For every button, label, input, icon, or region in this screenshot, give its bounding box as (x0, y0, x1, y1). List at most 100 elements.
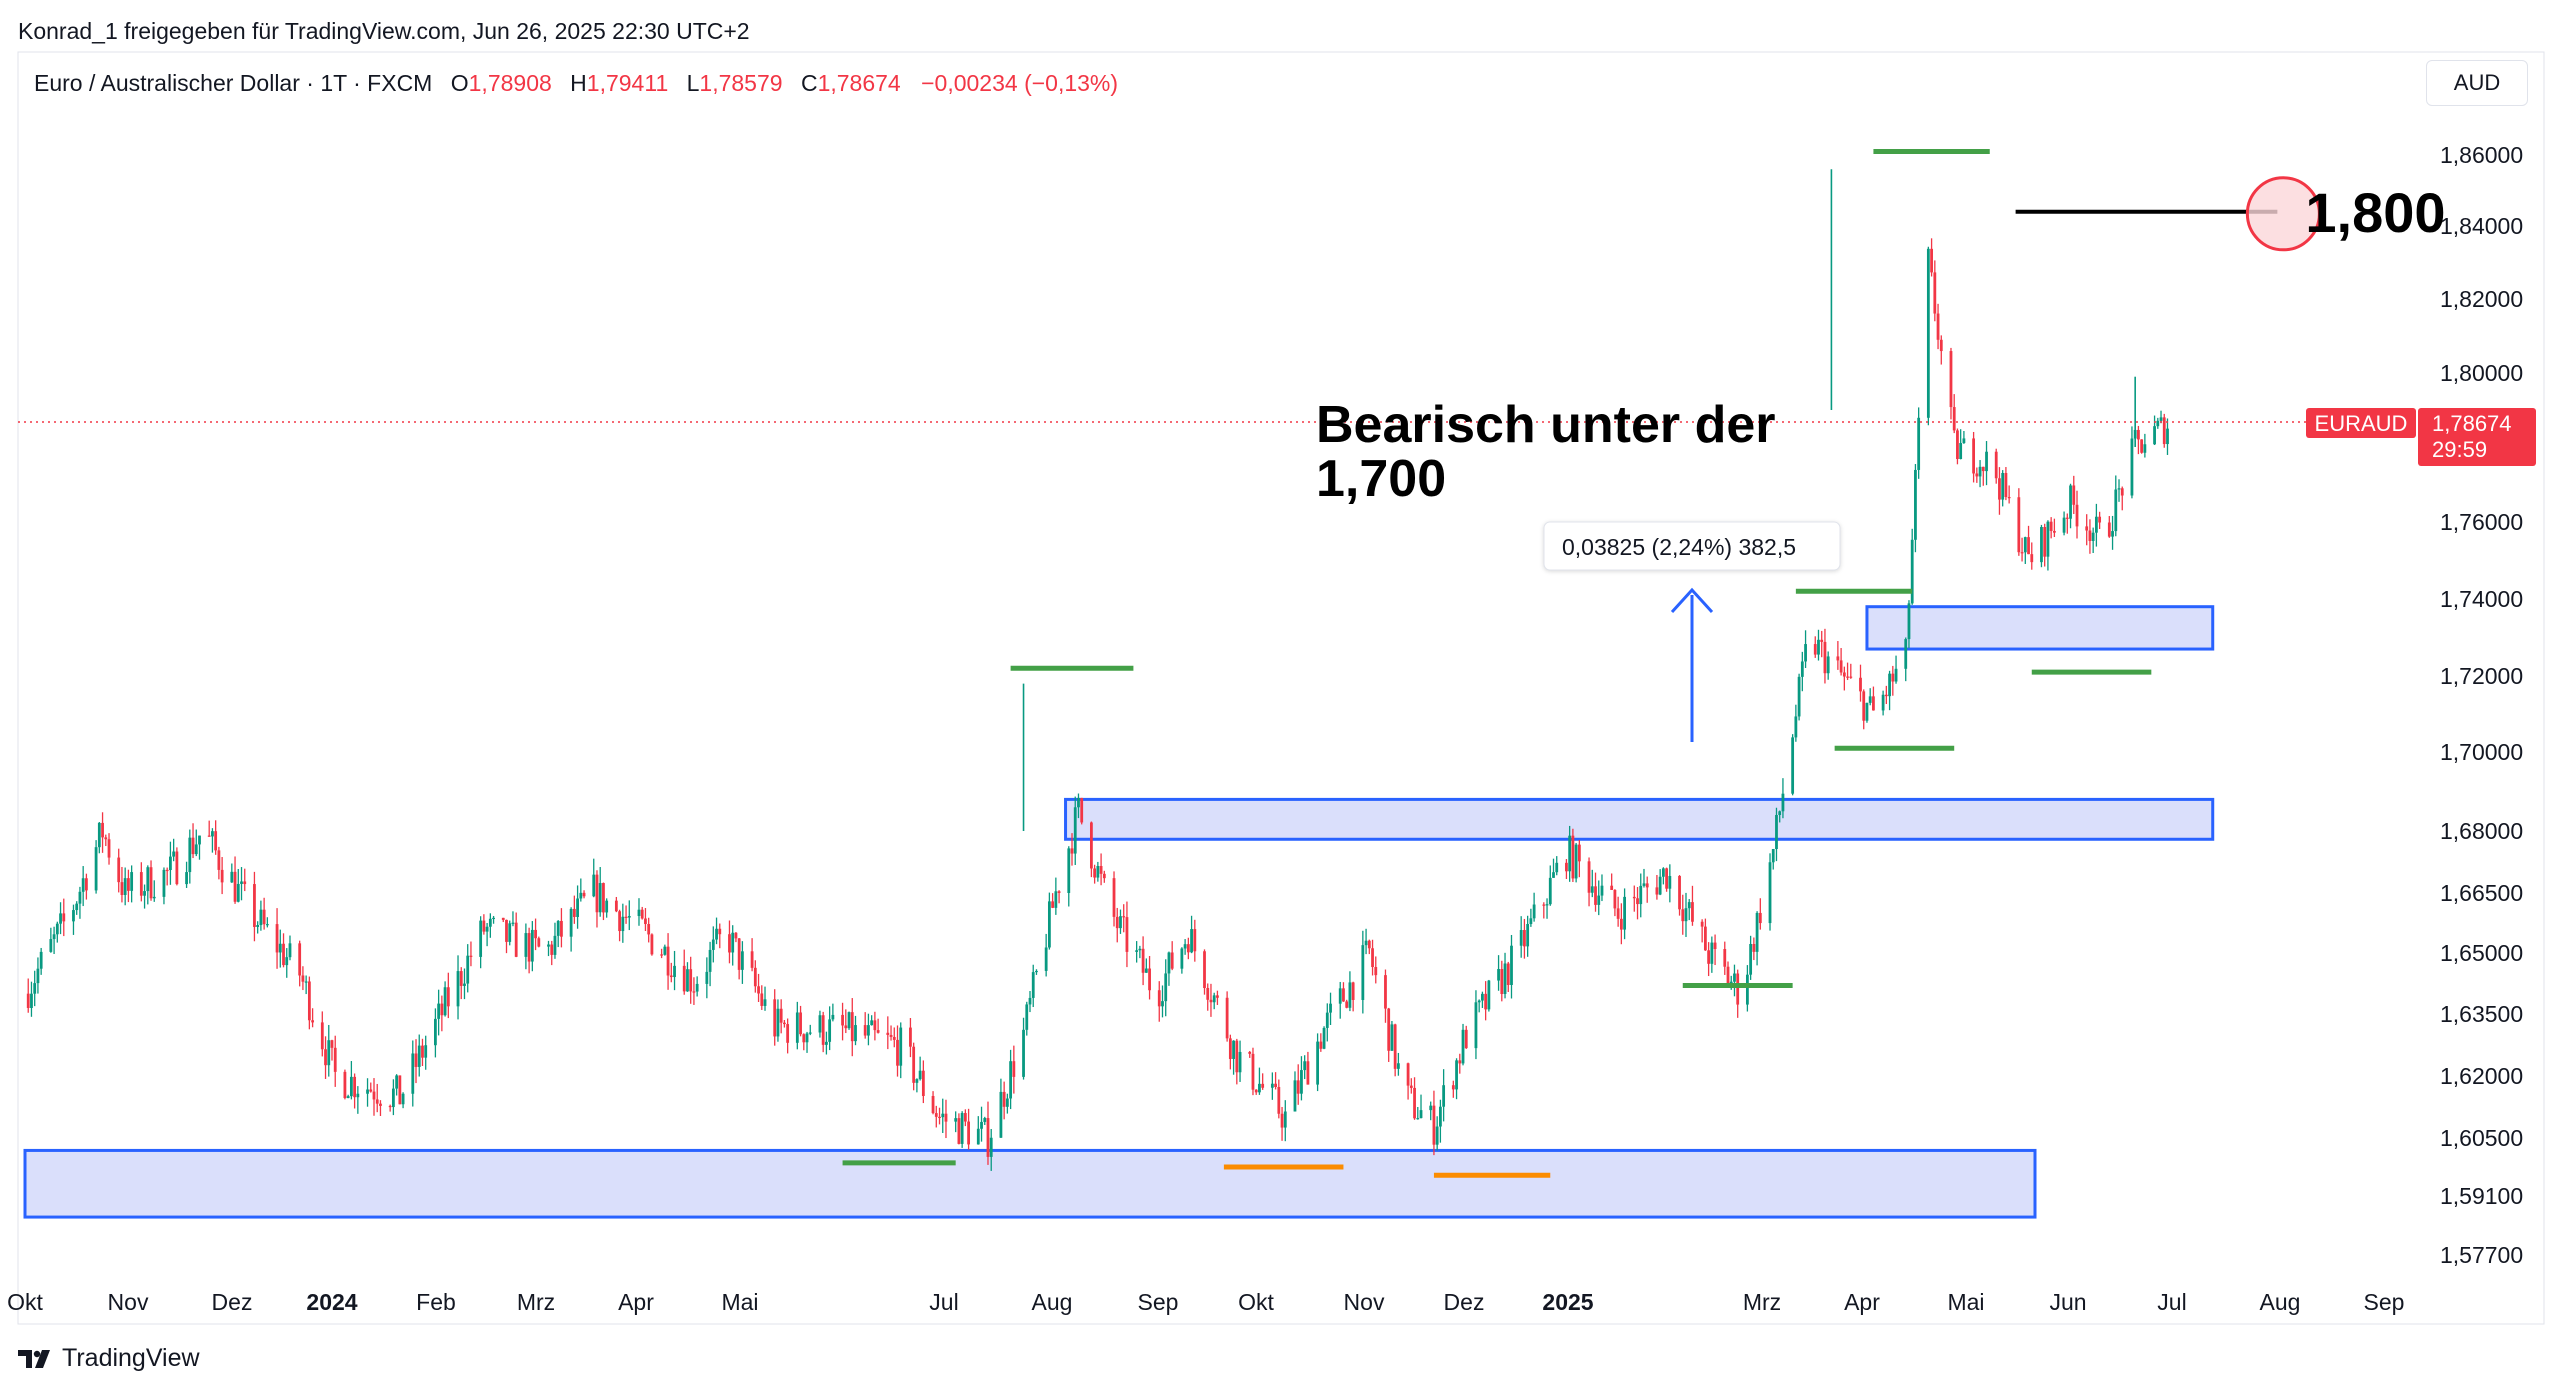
candle (1180, 947, 1184, 974)
candle (1755, 911, 1759, 966)
currency-button[interactable]: AUD (2426, 60, 2528, 106)
candle (1820, 630, 1824, 658)
candle (663, 944, 667, 956)
candle (1749, 935, 1753, 980)
candle (33, 970, 37, 1007)
candle (909, 1018, 912, 1058)
candle (1519, 916, 1523, 958)
support-zone (1865, 605, 2215, 651)
target-circle (2245, 176, 2321, 252)
candle (892, 1027, 896, 1048)
candle (1102, 870, 1106, 883)
candle (1119, 909, 1122, 934)
candle (1170, 941, 1174, 971)
candle (26, 978, 30, 1013)
candle (808, 1024, 812, 1036)
candle (1794, 704, 1798, 742)
candle (1710, 936, 1714, 973)
candle (1419, 1094, 1423, 1119)
candle (1093, 864, 1097, 884)
candle (1985, 441, 1988, 486)
candle (2153, 415, 2156, 446)
candles-layer (26, 169, 2169, 1171)
candle (1713, 934, 1717, 966)
candle (1639, 873, 1643, 918)
candle (369, 1082, 373, 1093)
candle (1823, 628, 1827, 684)
candle (1112, 871, 1116, 927)
candle (957, 1113, 961, 1145)
candle (391, 1079, 395, 1116)
x-tick-label: Apr (618, 1289, 654, 1315)
candle (640, 906, 644, 920)
tradingview-brand[interactable]: TradingView (18, 1344, 200, 1373)
candle (1458, 1053, 1462, 1074)
candle (388, 1104, 392, 1112)
levels-layer (842, 148, 2152, 1178)
candle (2065, 513, 2069, 534)
support-zone (1064, 797, 2215, 841)
candle (1361, 930, 1365, 1014)
candle (1700, 919, 1704, 943)
symbol-name[interactable]: Euro / Australischer Dollar · 1T · FXCM (34, 70, 433, 96)
candle (1678, 875, 1681, 916)
candle (1209, 983, 1213, 1017)
candle (828, 1006, 832, 1051)
candle (1148, 955, 1151, 1000)
candle (1283, 1100, 1287, 1142)
candle (647, 917, 651, 943)
candle (1203, 949, 1206, 995)
candle (818, 1010, 822, 1038)
candle (2046, 520, 2050, 571)
candle (1070, 833, 1074, 866)
candle (527, 927, 531, 974)
y-tick-label: 1,86000 (2440, 142, 2523, 168)
candle (194, 829, 198, 857)
candle (1374, 956, 1378, 984)
candle (708, 941, 712, 987)
candle (152, 880, 156, 902)
candle (1002, 1081, 1006, 1120)
candle (1503, 952, 1507, 999)
candle (1668, 864, 1672, 903)
x-tick-label: Sep (1138, 1289, 1179, 1315)
candle (938, 1107, 941, 1125)
candle (1849, 663, 1853, 679)
candle (867, 1013, 870, 1046)
candle (59, 902, 62, 935)
candle (1442, 1069, 1446, 1122)
candle (530, 921, 534, 972)
x-tick-label: Apr (1844, 1289, 1880, 1315)
candle (1797, 673, 1801, 721)
candle (514, 912, 518, 958)
candle (1206, 983, 1210, 1011)
y-tick-label: 1,84000 (2440, 213, 2523, 239)
candle (2130, 426, 2134, 499)
y-axis[interactable]: 1,860001,840001,820001,800001,780001,760… (2440, 142, 2523, 1268)
candle (553, 922, 557, 959)
candle (1455, 1058, 1458, 1100)
candle (1881, 690, 1885, 716)
candle (1303, 1055, 1307, 1080)
candle (1791, 734, 1795, 796)
ticker-text: EURAUD (2315, 411, 2408, 436)
candle (1972, 431, 1975, 483)
candle (1758, 898, 1762, 930)
candle (1484, 981, 1488, 1021)
candle (976, 1116, 980, 1145)
open-label: O (450, 70, 469, 96)
candle (1481, 991, 1484, 1008)
candle (618, 909, 621, 942)
candle (1342, 982, 1345, 1002)
x-tick-label: Mai (1947, 1289, 1984, 1315)
candle (1623, 888, 1626, 940)
x-tick-label: 2024 (306, 1289, 357, 1315)
candle (1548, 865, 1552, 906)
candle (1322, 1026, 1326, 1050)
x-axis[interactable]: Okt Nov Dez 2024 Feb Mrz Apr Mai Jul Aug Sep Okt Nov… (7, 1289, 2404, 1315)
x-tick-label: Aug (2260, 1289, 2301, 1315)
candle (1632, 885, 1636, 912)
candle (1057, 890, 1061, 904)
candle (501, 917, 505, 923)
